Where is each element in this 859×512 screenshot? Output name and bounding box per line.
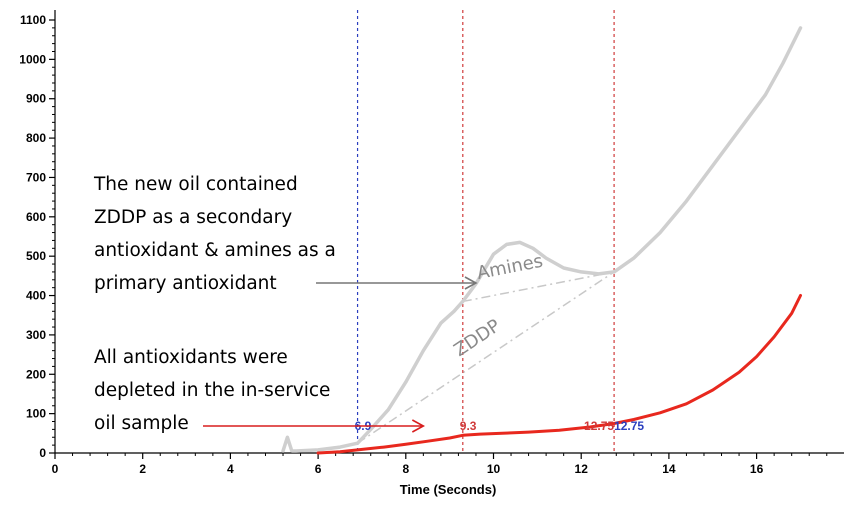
- y-tick-label: 300: [26, 328, 46, 342]
- annotation-arrow-head: [411, 419, 426, 433]
- y-tick-label: 700: [26, 170, 46, 184]
- series: [281, 26, 803, 455]
- baseline-labels: Amines ZDDP: [450, 251, 544, 361]
- annotation-new-oil: The new oil contained ZDDP as a secondar…: [94, 168, 336, 300]
- annotation-arrow-head: [464, 276, 478, 290]
- series-line-in-service: [316, 294, 802, 455]
- y-tick-label: 800: [26, 131, 46, 145]
- annotation-line: depleted in the in-service: [94, 380, 331, 401]
- x-tick-label: 4: [227, 462, 234, 476]
- guide-label: 12.75: [584, 419, 614, 433]
- baseline-zddp: [357, 271, 615, 444]
- y-tick-label: 1000: [19, 52, 46, 66]
- y-tick-label: 200: [26, 367, 46, 381]
- x-tick-label: 0: [52, 462, 59, 476]
- guide-lines: [356, 10, 615, 453]
- y-tick-label: 500: [26, 249, 46, 263]
- annotation-line: primary antioxidant: [94, 273, 277, 294]
- y-tick-label: 1100: [20, 13, 46, 27]
- x-tick-label: 2: [139, 462, 146, 476]
- y-tick-labels: 0 100 200 300 400 500 600 700 800 900 1000 1100: [19, 13, 46, 460]
- y-tick-label: 100: [26, 407, 46, 421]
- ticks: [49, 19, 828, 459]
- baseline-label: ZDDP: [450, 315, 504, 361]
- annotation-arrows: [203, 276, 478, 433]
- y-tick-label: 600: [26, 210, 46, 224]
- x-tick-label: 10: [487, 462, 501, 476]
- guide-label: 12.75: [614, 419, 644, 433]
- x-tick-label: 8: [402, 462, 409, 476]
- annotation-line: ZDDP as a secondary: [94, 207, 293, 228]
- axes: [54, 10, 844, 454]
- y-tick-label: 0: [39, 446, 46, 460]
- annotation-line: All antioxidants were: [94, 347, 288, 368]
- series-line-new-oil: [281, 26, 803, 453]
- x-tick-label: 14: [662, 462, 676, 476]
- baselines: [357, 271, 615, 444]
- guide-labels: 6.9 9.3 12.75 12.75: [355, 419, 645, 433]
- annotation-line: oil sample: [94, 413, 189, 434]
- guide-label: 9.3: [460, 419, 477, 433]
- y-tick-label: 400: [26, 289, 46, 303]
- x-tick-label: 6: [315, 462, 322, 476]
- baseline-amines: [462, 271, 615, 303]
- x-tick-label: 12: [575, 462, 589, 476]
- annotation-line: The new oil contained: [94, 174, 298, 195]
- x-axis-title: Time (Seconds): [400, 482, 497, 497]
- x-tick-label: 16: [750, 462, 764, 476]
- y-tick-label: 900: [26, 92, 46, 106]
- x-tick-labels: 0 2 4 6 8 10 12 14 16: [52, 462, 764, 476]
- annotation-in-service: All antioxidants were depleted in the in…: [94, 341, 330, 440]
- baseline-label: Amines: [475, 251, 544, 284]
- annotation-line: antioxidant & amines as a: [94, 240, 336, 261]
